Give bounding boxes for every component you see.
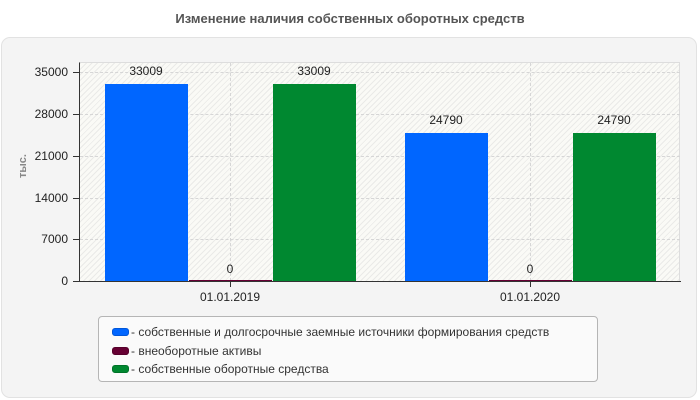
gridline (80, 198, 680, 199)
gridline (80, 156, 680, 157)
legend-label: - внеоборотные активы (131, 344, 262, 358)
x-tick (230, 282, 231, 287)
y-tick (73, 198, 79, 199)
legend-label: - собственные и долгосрочные заемные ист… (131, 325, 550, 339)
gridline (530, 63, 531, 281)
bar-value-label: 24790 (597, 113, 631, 127)
legend-label: - собственные оборотные средства (131, 362, 329, 376)
y-tick (73, 281, 79, 282)
y-tick (73, 156, 79, 157)
bar-value-label: 0 (226, 262, 234, 276)
bar-series1-2019[interactable] (105, 84, 188, 281)
y-tick-label: 28000 (34, 107, 68, 121)
legend-item[interactable]: - собственные оборотные средства (112, 362, 329, 376)
bar-value-label: 33009 (297, 64, 331, 78)
legend-swatch-icon (112, 328, 129, 336)
bar-value-label: 24790 (429, 113, 463, 127)
legend: - собственные и долгосрочные заемные ист… (98, 316, 598, 382)
y-tick-label: 21000 (34, 149, 68, 163)
x-tick-label: 01.01.2020 (499, 290, 561, 304)
legend-item[interactable]: - внеоборотные активы (112, 344, 261, 358)
y-tick-label: 35000 (34, 65, 68, 79)
legend-swatch-icon (112, 347, 129, 355)
gridline (80, 72, 680, 73)
x-tick (530, 282, 531, 287)
bar-series1-2020[interactable] (405, 133, 488, 281)
bar-series3-2019[interactable] (273, 84, 356, 281)
y-tick (73, 114, 79, 115)
y-tick-label: 7000 (41, 232, 68, 246)
y-tick-label: 14000 (34, 191, 68, 205)
bar-value-label: 33009 (129, 64, 163, 78)
bar-value-label: 0 (526, 262, 534, 276)
bar-series3-2020[interactable] (573, 133, 656, 281)
y-tick-label: 0 (61, 274, 68, 288)
y-tick (73, 239, 79, 240)
legend-item[interactable]: - собственные и долгосрочные заемные ист… (112, 325, 549, 339)
gridline (80, 114, 680, 115)
x-tick-label: 01.01.2019 (199, 290, 261, 304)
x-axis-line (79, 281, 681, 282)
gridline (230, 63, 231, 281)
legend-swatch-icon (112, 365, 129, 373)
gridline (80, 239, 680, 240)
chart-title: Изменение наличия собственных оборотных … (175, 11, 525, 26)
y-tick (73, 72, 79, 73)
